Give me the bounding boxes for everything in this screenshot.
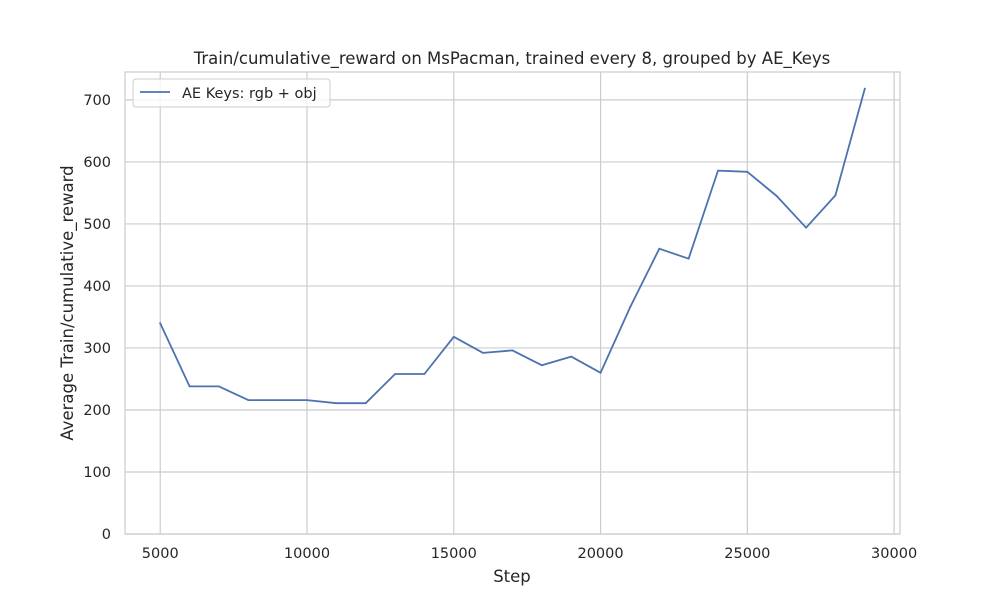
data-point (834, 194, 837, 197)
grid-lines (125, 72, 900, 535)
y-tick-label: 400 (83, 279, 111, 295)
data-point (863, 87, 866, 90)
y-tick-label: 100 (83, 465, 111, 481)
y-tick-label: 300 (83, 341, 111, 357)
y-axis-label: Average Train/cumulative_reward (58, 165, 78, 440)
data-point (452, 335, 455, 338)
data-point (482, 352, 484, 354)
data-point (629, 306, 631, 309)
data-point (394, 373, 396, 375)
legend-label: AE Keys: rgb + obj (182, 86, 317, 102)
data-point (717, 169, 719, 172)
x-tick-label: 30000 (871, 546, 917, 562)
data-point (599, 371, 602, 374)
chart-title: Train/cumulative_reward on MsPacman, tra… (193, 49, 831, 69)
x-tick-label: 25000 (724, 546, 770, 562)
legend-box (132, 78, 331, 108)
x-tick-label: 20000 (577, 546, 623, 562)
x-axis-label: Step (493, 567, 531, 586)
data-point (335, 402, 338, 405)
plot-area-frame (124, 71, 901, 535)
data-point (159, 322, 162, 325)
data-point (541, 364, 543, 367)
x-tick-label: 15000 (431, 546, 477, 562)
data-point (218, 385, 220, 388)
series-layer (159, 87, 866, 405)
data-point (306, 399, 308, 401)
data-point (775, 195, 778, 197)
data-point (423, 373, 426, 375)
data-point (364, 402, 367, 405)
data-point (247, 399, 250, 401)
legend: AE Keys: rgb + obj (132, 78, 331, 108)
y-tick-labels: 0 100 200 300 400 500 600 700 (83, 93, 111, 543)
data-point (570, 355, 573, 358)
y-tick-label: 0 (102, 527, 111, 543)
x-tick-label: 10000 (284, 546, 330, 562)
data-point (687, 257, 690, 260)
data-point (805, 226, 807, 229)
y-tick-label: 700 (83, 93, 111, 109)
y-tick-label: 500 (83, 217, 111, 233)
data-point (746, 170, 749, 173)
y-tick-label: 200 (83, 403, 111, 419)
x-tick-label: 5000 (142, 546, 179, 562)
data-point (511, 349, 514, 352)
data-point (658, 247, 661, 250)
x-tick-labels: 5000 10000 15000 20000 25000 30000 (142, 546, 917, 562)
y-tick-label: 600 (83, 155, 111, 171)
data-point (188, 385, 191, 388)
data-point (276, 399, 279, 401)
